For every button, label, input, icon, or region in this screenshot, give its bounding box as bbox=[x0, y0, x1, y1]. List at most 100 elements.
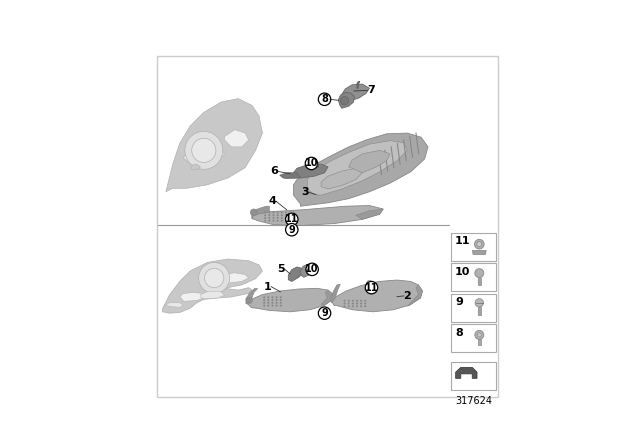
Polygon shape bbox=[252, 206, 269, 219]
Polygon shape bbox=[183, 143, 225, 164]
Circle shape bbox=[285, 211, 287, 214]
Text: 6: 6 bbox=[270, 166, 278, 177]
Polygon shape bbox=[332, 280, 422, 312]
Circle shape bbox=[263, 305, 265, 306]
Circle shape bbox=[264, 217, 266, 219]
Text: 1: 1 bbox=[264, 282, 271, 292]
Circle shape bbox=[360, 300, 362, 302]
Circle shape bbox=[352, 300, 354, 302]
Circle shape bbox=[273, 211, 275, 214]
Polygon shape bbox=[478, 339, 481, 345]
Circle shape bbox=[289, 211, 295, 217]
Text: 3: 3 bbox=[302, 187, 309, 198]
Circle shape bbox=[360, 305, 362, 307]
Text: 9: 9 bbox=[289, 225, 295, 235]
Circle shape bbox=[281, 217, 283, 219]
Circle shape bbox=[264, 214, 266, 216]
Polygon shape bbox=[248, 289, 333, 312]
Circle shape bbox=[352, 302, 354, 305]
Circle shape bbox=[276, 299, 278, 301]
FancyBboxPatch shape bbox=[451, 362, 497, 391]
Circle shape bbox=[280, 299, 282, 301]
Polygon shape bbox=[331, 284, 340, 303]
Circle shape bbox=[364, 302, 366, 305]
Circle shape bbox=[276, 211, 278, 214]
Circle shape bbox=[344, 305, 346, 307]
Circle shape bbox=[305, 157, 317, 170]
Circle shape bbox=[250, 209, 257, 216]
Circle shape bbox=[280, 305, 282, 306]
Text: 11: 11 bbox=[455, 236, 470, 246]
Text: 7: 7 bbox=[367, 85, 375, 95]
Text: 11: 11 bbox=[365, 283, 378, 293]
Polygon shape bbox=[321, 168, 362, 189]
Polygon shape bbox=[342, 84, 369, 101]
Text: 5: 5 bbox=[277, 264, 285, 274]
Circle shape bbox=[340, 96, 349, 105]
Circle shape bbox=[352, 305, 354, 307]
Polygon shape bbox=[357, 82, 360, 88]
Circle shape bbox=[366, 280, 372, 287]
Polygon shape bbox=[180, 293, 204, 302]
Circle shape bbox=[364, 300, 366, 302]
Polygon shape bbox=[280, 173, 300, 179]
Text: 8: 8 bbox=[321, 94, 328, 104]
Circle shape bbox=[273, 217, 275, 219]
Circle shape bbox=[246, 297, 252, 303]
Polygon shape bbox=[407, 285, 422, 306]
Circle shape bbox=[280, 296, 282, 298]
Polygon shape bbox=[294, 133, 428, 206]
Circle shape bbox=[285, 217, 287, 219]
Polygon shape bbox=[225, 129, 249, 147]
Polygon shape bbox=[356, 209, 383, 220]
Text: 4: 4 bbox=[269, 196, 276, 207]
Circle shape bbox=[271, 299, 273, 301]
Circle shape bbox=[475, 331, 484, 340]
Circle shape bbox=[344, 302, 346, 305]
Text: 10: 10 bbox=[305, 264, 319, 274]
Circle shape bbox=[268, 305, 269, 306]
Polygon shape bbox=[200, 292, 225, 299]
Circle shape bbox=[271, 302, 273, 304]
Circle shape bbox=[285, 220, 287, 222]
Circle shape bbox=[281, 214, 283, 216]
Circle shape bbox=[348, 302, 349, 305]
Circle shape bbox=[268, 214, 270, 216]
Circle shape bbox=[356, 302, 358, 305]
Circle shape bbox=[322, 307, 327, 312]
Circle shape bbox=[276, 217, 278, 219]
Text: 9: 9 bbox=[455, 297, 463, 307]
Polygon shape bbox=[294, 164, 328, 178]
Circle shape bbox=[192, 138, 216, 163]
Polygon shape bbox=[166, 303, 183, 307]
Circle shape bbox=[185, 131, 223, 169]
Circle shape bbox=[356, 300, 358, 302]
Polygon shape bbox=[300, 264, 314, 277]
Polygon shape bbox=[252, 206, 383, 225]
Circle shape bbox=[348, 305, 349, 307]
Polygon shape bbox=[307, 141, 407, 195]
Circle shape bbox=[306, 263, 318, 276]
Circle shape bbox=[344, 300, 346, 302]
Text: 317624: 317624 bbox=[456, 396, 492, 405]
Polygon shape bbox=[163, 259, 262, 313]
Circle shape bbox=[276, 220, 278, 222]
Text: 2: 2 bbox=[403, 291, 412, 301]
Circle shape bbox=[276, 302, 278, 304]
Circle shape bbox=[264, 211, 266, 214]
Circle shape bbox=[474, 239, 484, 249]
Text: 10: 10 bbox=[305, 159, 318, 168]
Circle shape bbox=[348, 300, 349, 302]
Circle shape bbox=[477, 242, 482, 246]
Circle shape bbox=[280, 302, 282, 304]
Circle shape bbox=[276, 296, 278, 298]
Polygon shape bbox=[349, 151, 390, 173]
Polygon shape bbox=[246, 289, 257, 304]
Circle shape bbox=[273, 220, 275, 222]
Circle shape bbox=[205, 268, 224, 288]
Circle shape bbox=[268, 217, 270, 219]
Polygon shape bbox=[191, 164, 200, 169]
Circle shape bbox=[365, 281, 378, 294]
Polygon shape bbox=[166, 99, 262, 192]
Circle shape bbox=[285, 224, 298, 236]
